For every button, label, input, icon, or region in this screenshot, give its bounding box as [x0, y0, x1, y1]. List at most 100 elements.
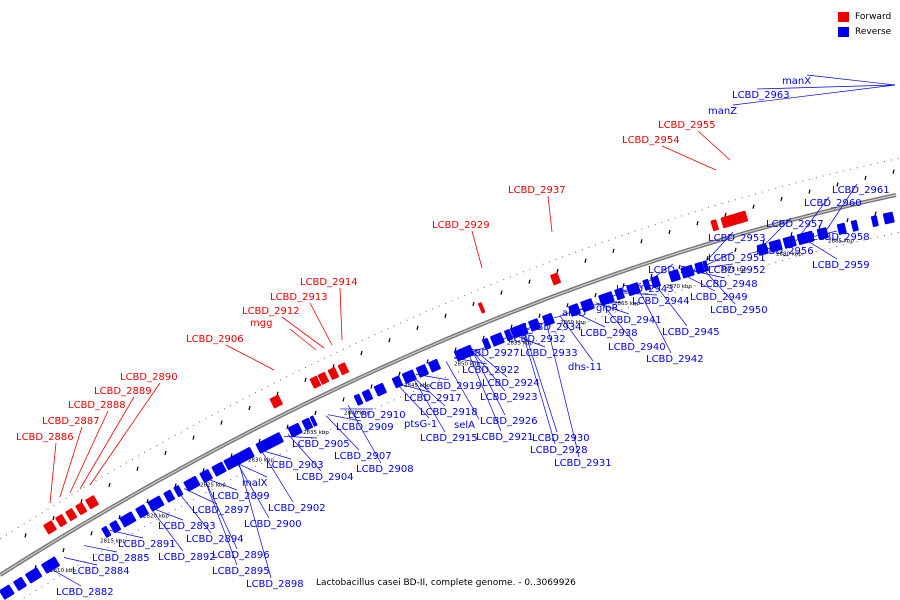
- reverse-gene-label: LCBD_2884: [72, 566, 130, 577]
- reverse-gene: [109, 520, 122, 534]
- forward-gene: [710, 219, 719, 232]
- legend-reverse: Reverse: [838, 24, 891, 39]
- reverse-leader-line: [453, 346, 488, 359]
- track-tick: [108, 482, 111, 488]
- scale-tick-label: 2825 kbp: [200, 483, 226, 489]
- reverse-gene-label: LCBD_2896: [212, 550, 270, 561]
- forward-gene: [55, 514, 68, 528]
- forward-gene: [269, 394, 283, 409]
- reverse-gene-label: LCBD_2952: [708, 265, 766, 276]
- track-tick: [500, 290, 503, 295]
- reverse-leader-line: [415, 373, 450, 381]
- forward-gene: [65, 508, 78, 522]
- reverse-gene-label: LCBD_2910: [348, 410, 406, 421]
- reverse-gene-label: LCBD_2904: [296, 472, 354, 483]
- reverse-leader-line: [203, 477, 238, 491]
- reverse-leader-line: [203, 477, 238, 566]
- scale-tick-label: 2880 kbp: [776, 252, 802, 258]
- forward-leader-line: [289, 328, 317, 351]
- reverse-gene-label: LCBD_2922: [462, 365, 520, 376]
- reverse-gene-label: LCBD_2902: [268, 503, 326, 514]
- track-tick: [248, 405, 251, 411]
- track-tick: [696, 221, 699, 226]
- legend-forward-swatch: [838, 11, 849, 22]
- reverse-gene: [504, 329, 514, 341]
- reverse-leader-line: [149, 507, 184, 552]
- track-tick: [528, 279, 531, 284]
- reverse-gene-label: LCBD_2943: [616, 284, 674, 295]
- legend-forward: Forward: [838, 9, 891, 24]
- reverse-gene-label: LCBD_2956: [756, 246, 814, 257]
- forward-gene-label: LCBD_2890: [120, 372, 178, 383]
- reverse-leader-line: [453, 357, 488, 365]
- track-tick: [90, 531, 93, 536]
- track-tick: [342, 397, 345, 402]
- reverse-leader-line: [545, 321, 580, 458]
- reverse-leader-line: [511, 333, 546, 348]
- reverse-gene-label: LCBD_2895: [212, 566, 270, 577]
- track-tick: [146, 498, 149, 504]
- track-tick: [556, 268, 559, 274]
- reverse-gene: [768, 239, 783, 253]
- reverse-gene-label: ptsG-1: [404, 419, 437, 430]
- reverse-gene-label: malX: [242, 478, 268, 489]
- reverse-leader-line: [757, 217, 792, 252]
- reverse-leader-line: [471, 350, 506, 416]
- reverse-leader-line: [183, 488, 218, 505]
- reverse-gene-label: LCBD_2882: [56, 587, 114, 598]
- reverse-gene: [25, 567, 43, 584]
- reverse-leader-line: [63, 557, 98, 566]
- reverse-gene: [261, 432, 284, 451]
- reverse-leader-line: [109, 529, 144, 539]
- forward-gene-label: LCBD_2886: [16, 432, 74, 443]
- scale-tick-label: 2870 kbp: [666, 284, 692, 290]
- forward-leader-line: [661, 145, 717, 171]
- reverse-leader-line: [257, 449, 292, 460]
- reverse-leader-line: [639, 263, 674, 288]
- reverse-gene: [694, 261, 705, 275]
- reverse-gene-label: LCBD_2942: [646, 354, 704, 365]
- reverse-gene-label: dhs-11: [568, 362, 602, 373]
- track-tick: [286, 424, 289, 429]
- track-tick: [790, 232, 793, 237]
- track-tick: [724, 212, 727, 217]
- reverse-leader-line: [521, 330, 556, 445]
- forward-leader-line: [471, 230, 483, 269]
- reverse-gene: [816, 227, 829, 240]
- reverse-gene: [301, 417, 314, 431]
- reverse-leader-line: [203, 477, 238, 550]
- reverse-gene: [542, 312, 555, 327]
- reverse-gene-label: LCBD_2932: [508, 334, 566, 345]
- reverse-leader-line: [681, 273, 716, 292]
- reverse-leader-line: [701, 267, 736, 305]
- legend: Forward Reverse: [838, 9, 891, 39]
- reverse-gene: [626, 282, 641, 297]
- forward-leader-line: [309, 302, 333, 346]
- track-tick: [370, 384, 373, 389]
- reverse-gene-label: LCBD_2924: [482, 378, 540, 389]
- reverse-gene-label: LCBD_2961: [832, 185, 890, 196]
- scale-tick-label: 2860 kbp: [560, 320, 586, 326]
- reverse-gene: [13, 576, 27, 591]
- track-tick: [892, 169, 895, 174]
- forward-leader-line: [69, 410, 109, 494]
- reverse-gene-label: LCBD_2926: [480, 416, 538, 427]
- legend-reverse-label: Reverse: [855, 26, 892, 37]
- track-tick: [622, 283, 625, 288]
- forward-gene-label: LCBD_2955: [658, 120, 716, 131]
- reverse-leader-line: [699, 263, 734, 269]
- reverse-gene: [135, 504, 149, 519]
- reverse-gene-label: LCBD_2905: [292, 439, 350, 450]
- reverse-gene-label: LCBD_2891: [118, 539, 176, 550]
- reverse-gene: [119, 511, 137, 528]
- reverse-gene-label: LCBD_2946: [648, 265, 706, 276]
- reverse-leader-line: [595, 302, 630, 315]
- reverse-gene-label: LCBD_2934: [524, 322, 582, 333]
- track-tick: [640, 239, 643, 244]
- reverse-gene-label: LCBD_2953: [708, 233, 766, 244]
- forward-gene-label: LCBD_2929: [432, 220, 490, 231]
- forward-gene-label: LCBD_2914: [300, 277, 358, 288]
- reverse-gene: [353, 393, 364, 406]
- reverse-gene-label: LCBD_2944: [632, 296, 690, 307]
